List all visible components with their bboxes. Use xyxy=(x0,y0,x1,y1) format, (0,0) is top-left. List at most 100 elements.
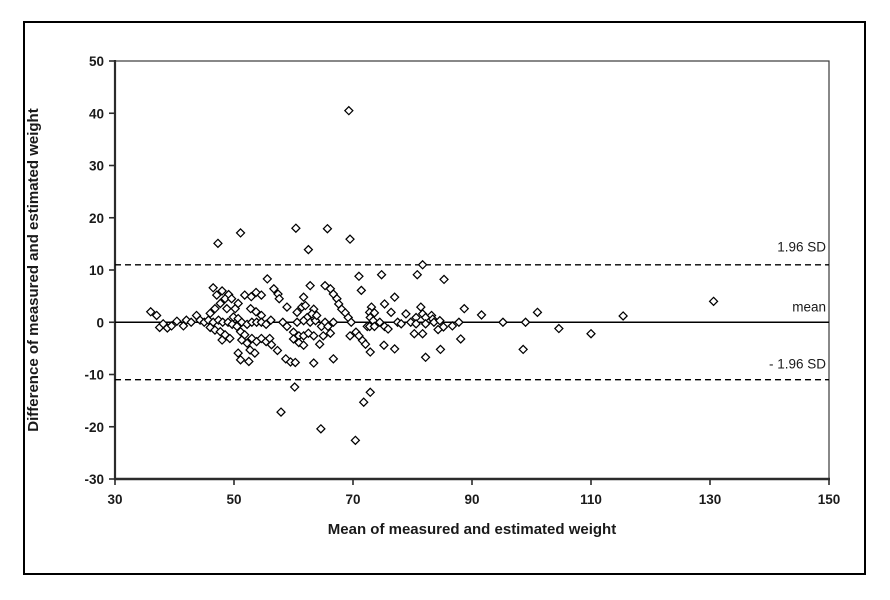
data-point-marker xyxy=(316,321,327,332)
x-tick-label: 30 xyxy=(107,492,122,507)
data-point-marker xyxy=(325,328,336,339)
data-point-marker xyxy=(454,317,464,328)
data-point-marker xyxy=(290,357,301,368)
data-point-marker xyxy=(298,340,309,351)
x-tick-label: 130 xyxy=(699,492,722,507)
data-point-marker xyxy=(288,334,299,344)
data-point-marker xyxy=(343,105,354,116)
data-point-marker xyxy=(266,339,277,350)
y-tick-label: -10 xyxy=(84,368,104,383)
data-point-marker xyxy=(242,338,252,349)
data-point-marker xyxy=(217,335,227,345)
data-point-marker xyxy=(346,317,357,328)
data-point-marker xyxy=(389,292,400,303)
data-point-marker xyxy=(365,387,376,398)
data-point-marker xyxy=(305,280,316,291)
data-point-marker xyxy=(145,306,156,317)
upper-limit-label: 1.96 SD xyxy=(777,239,826,254)
data-point-marker xyxy=(274,293,285,304)
data-point-marker xyxy=(289,382,300,392)
data-point-marker xyxy=(215,298,226,309)
data-point-marker xyxy=(323,321,333,332)
data-point-marker xyxy=(345,330,355,341)
data-point-marker xyxy=(379,340,389,351)
data-point-marker xyxy=(292,317,302,328)
mean-label: mean xyxy=(792,300,826,315)
x-tick-label: 90 xyxy=(464,492,479,507)
data-point-marker xyxy=(226,293,237,304)
data-point-marker xyxy=(235,354,246,365)
data-point-marker xyxy=(233,348,244,358)
data-point-marker xyxy=(308,358,319,368)
data-point-marker xyxy=(350,435,361,446)
data-point-marker xyxy=(447,321,458,331)
data-point-marker xyxy=(396,318,407,329)
x-tick-label: 50 xyxy=(226,492,241,507)
data-point-marker xyxy=(459,303,470,314)
data-point-marker xyxy=(498,317,508,328)
data-point-marker xyxy=(171,316,182,327)
y-axis-title: Difference of measured and estimated wei… xyxy=(25,108,42,431)
data-point-marker xyxy=(276,407,286,418)
data-point-marker xyxy=(455,334,466,344)
data-point-marker xyxy=(518,344,529,355)
data-point-marker xyxy=(245,345,255,355)
data-point-marker xyxy=(213,238,223,249)
x-tick-label: 150 xyxy=(818,492,841,507)
data-point-marker xyxy=(345,234,355,245)
y-tick-label: -30 xyxy=(84,472,104,487)
data-point-marker xyxy=(618,311,629,321)
y-tick-label: 10 xyxy=(89,263,104,278)
data-point-marker xyxy=(383,324,393,334)
data-point-marker xyxy=(356,285,367,296)
data-point-marker xyxy=(433,324,443,335)
data-point-marker xyxy=(251,306,261,317)
data-point-marker xyxy=(520,317,531,328)
data-point-marker xyxy=(310,315,321,326)
x-tick-label: 70 xyxy=(345,492,360,507)
y-tick-label: 40 xyxy=(89,106,104,121)
data-point-marker xyxy=(417,259,428,270)
data-point-marker xyxy=(246,291,257,302)
data-point-marker xyxy=(434,315,445,326)
data-point-marker xyxy=(308,330,319,341)
data-point-marker xyxy=(151,310,162,321)
data-point-marker xyxy=(282,321,292,332)
data-point-marker xyxy=(300,300,311,311)
y-tick-label: 50 xyxy=(89,54,104,69)
data-point-marker xyxy=(261,319,272,330)
data-point-marker xyxy=(256,290,267,300)
data-point-marker xyxy=(314,339,325,350)
data-point-marker xyxy=(439,274,449,285)
data-point-marker xyxy=(298,292,309,303)
data-point-marker xyxy=(365,347,376,357)
data-point-marker xyxy=(328,317,339,328)
data-point-marker xyxy=(322,223,333,234)
data-points xyxy=(145,105,719,446)
data-point-marker xyxy=(379,299,390,309)
data-point-marker xyxy=(435,344,446,355)
data-point-marker xyxy=(268,283,279,294)
data-point-marker xyxy=(246,333,257,344)
data-point-marker xyxy=(221,303,232,314)
y-tick-label: 30 xyxy=(89,159,104,174)
data-point-marker xyxy=(412,269,423,280)
data-point-marker xyxy=(409,328,420,339)
data-point-marker xyxy=(401,309,411,319)
data-point-marker xyxy=(210,303,220,314)
data-point-marker xyxy=(708,296,719,307)
data-point-marker xyxy=(389,344,400,354)
data-point-marker xyxy=(420,352,431,363)
data-point-marker xyxy=(249,348,260,358)
data-point-marker xyxy=(208,282,219,293)
data-point-marker xyxy=(243,356,254,367)
data-point-marker xyxy=(476,310,487,320)
data-point-marker xyxy=(239,290,250,300)
data-point-marker xyxy=(303,244,314,255)
data-point-marker xyxy=(166,321,177,331)
data-point-marker xyxy=(315,423,326,434)
data-point-marker xyxy=(532,307,543,318)
data-point-marker xyxy=(553,323,564,334)
y-tick-label: 20 xyxy=(89,211,104,226)
y-tick-label: -20 xyxy=(84,420,104,435)
